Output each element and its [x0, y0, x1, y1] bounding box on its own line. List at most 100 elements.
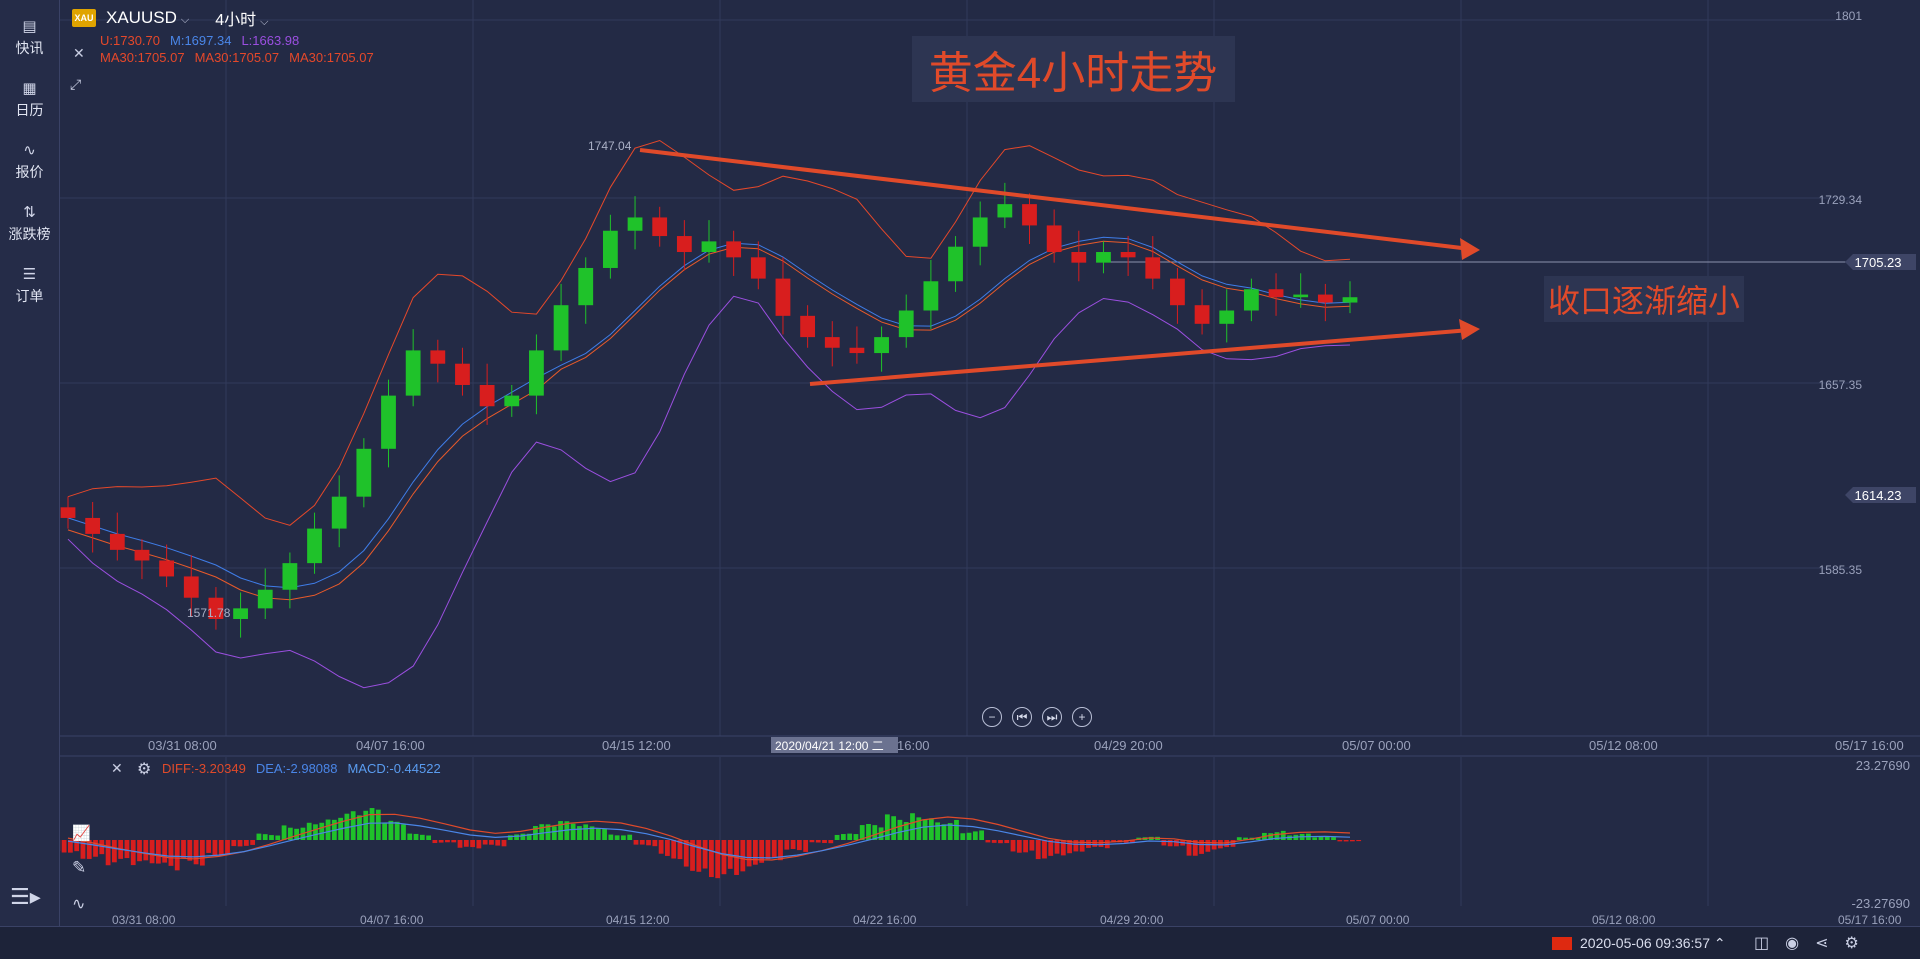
chevron-down-icon: ⌵ — [181, 14, 189, 26]
sidebar-item-newsflash[interactable]: ▤ 快讯 — [0, 6, 59, 62]
macd-bar — [1224, 840, 1229, 847]
macd-bar — [621, 835, 626, 840]
current-price-marker: 1705.23 — [1100, 254, 1916, 270]
sidebar-item-label: 日历 — [0, 100, 59, 120]
macd-bar — [426, 835, 431, 840]
menu-icon[interactable]: ☰▸ — [10, 884, 46, 912]
macd-bar — [407, 834, 412, 840]
symbol-select[interactable]: XAUUSD⌵ — [106, 8, 189, 28]
camera-icon[interactable]: ◉ — [1785, 933, 1799, 953]
time-tick: 04/07 16:00 — [356, 738, 425, 753]
macd-axis-top: 23.27690 — [1856, 758, 1910, 773]
macd-bar — [263, 834, 268, 840]
macd-bar — [935, 822, 940, 840]
waveform-icon[interactable]: ∿ — [72, 894, 85, 914]
cursor-icon[interactable]: ⋖ — [1815, 933, 1828, 953]
status-bar: 2020-05-06 09:36:57 ⌃ ◫ ◉ ⋖ ⚙ — [0, 926, 1920, 959]
macd-bar — [979, 830, 984, 840]
gear-icon[interactable]: ⚙ — [137, 759, 151, 779]
close-indicator-icon[interactable]: ✕ — [73, 45, 85, 62]
candle — [652, 207, 667, 247]
macd-bar — [1319, 837, 1324, 840]
layout-icon[interactable]: ◫ — [1754, 933, 1769, 953]
macd-bar — [772, 840, 777, 858]
candle — [1269, 273, 1284, 316]
indicator-chart-icon[interactable]: 📈 — [72, 824, 91, 842]
sidebar-item-quotes[interactable]: ∿ 报价 — [0, 130, 59, 186]
sidebar-item-calendar[interactable]: ▦ 日历 — [0, 68, 59, 124]
macd-bar — [389, 821, 394, 840]
candle-body — [356, 449, 371, 497]
macd-bar — [1218, 840, 1223, 848]
ma-value: MA30:1705.07 — [195, 50, 280, 65]
macd-bar — [722, 840, 727, 874]
macd-bar — [502, 840, 507, 846]
candle-body — [332, 497, 347, 529]
candle-body — [307, 529, 322, 564]
candle — [1244, 279, 1259, 322]
macd-bar — [1036, 840, 1041, 859]
time-tick: 05/17 16:00 — [1835, 738, 1904, 753]
price-chart[interactable]: 1801 1729.34 1657.35 1585.35 1705.23 161… — [60, 0, 1920, 926]
high-label: 1747.04 — [588, 139, 632, 153]
candle — [1318, 284, 1333, 321]
macd-bar — [62, 840, 67, 852]
candle-body — [1269, 289, 1284, 297]
timeframe-name: 4小时 — [215, 12, 256, 29]
candle — [135, 539, 150, 579]
time-axis: 03/31 08:00 04/07 16:00 04/15 12:00 16:0… — [148, 737, 1904, 753]
symbol-logo: XAU — [72, 9, 96, 27]
boll-lower-value: L:1663.98 — [241, 33, 299, 48]
macd-bar — [181, 840, 186, 858]
scroll-right-button[interactable]: ⏭ — [1042, 707, 1062, 727]
settings-icon[interactable]: ⚙ — [1845, 933, 1859, 953]
time-tick: 03/31 08:00 — [148, 738, 217, 753]
drawing-tool-icon[interactable]: ✎ — [72, 858, 86, 878]
macd-bar — [703, 840, 708, 869]
macd-time-tick: 05/12 08:00 — [1592, 913, 1656, 926]
macd-bar — [577, 826, 582, 840]
macd-bar — [627, 835, 632, 840]
macd-bar — [1048, 840, 1053, 856]
time-tick: 05/07 00:00 — [1342, 738, 1411, 753]
macd-bar — [671, 840, 676, 859]
candle-body — [1219, 311, 1234, 324]
macd-bar — [1017, 840, 1022, 853]
macd-bar — [244, 840, 249, 846]
macd-bar — [923, 820, 928, 840]
macd-bar — [143, 840, 148, 860]
candle-body — [159, 560, 174, 576]
close-macd-icon[interactable]: ✕ — [111, 760, 123, 777]
china-flag-icon — [1552, 937, 1572, 950]
macd-bar — [451, 840, 456, 842]
macd-bar — [219, 840, 224, 856]
macd-bar — [539, 824, 544, 840]
chart-area[interactable]: 1801 1729.34 1657.35 1585.35 1705.23 161… — [60, 0, 1920, 926]
zoom-out-button[interactable]: − — [982, 707, 1002, 727]
order-list-icon: ☰ — [20, 266, 40, 284]
macd-bar — [357, 815, 362, 840]
macd-bar — [231, 840, 236, 846]
symbol-bar: XAU XAUUSD⌵ 4小时⌵ — [72, 6, 268, 30]
scroll-left-button[interactable]: ⏮ — [1012, 707, 1032, 727]
collapse-icon[interactable]: ⤢ — [70, 76, 81, 93]
candle-body — [923, 281, 938, 310]
timeframe-select[interactable]: 4小时⌵ — [215, 6, 268, 30]
macd-bar — [1092, 840, 1097, 847]
macd-bar — [910, 813, 915, 840]
candle-body — [529, 350, 544, 395]
macd-bar — [1099, 840, 1104, 847]
candle-body — [628, 217, 643, 230]
macd-bar — [1004, 840, 1009, 843]
macd-bar — [608, 835, 613, 840]
sidebar-item-movers[interactable]: ⇅ 涨跌榜 — [0, 192, 59, 248]
candle — [973, 201, 988, 265]
sidebar-item-orders[interactable]: ☰ 订单 — [0, 254, 59, 310]
macd-bar — [112, 840, 117, 862]
zoom-in-button[interactable]: + — [1072, 707, 1092, 727]
macd-bar — [489, 840, 494, 845]
datetime-text: 2020-05-06 09:36:57 — [1580, 935, 1710, 951]
candle — [825, 321, 840, 366]
price-tick: 1585.35 — [1819, 563, 1863, 577]
